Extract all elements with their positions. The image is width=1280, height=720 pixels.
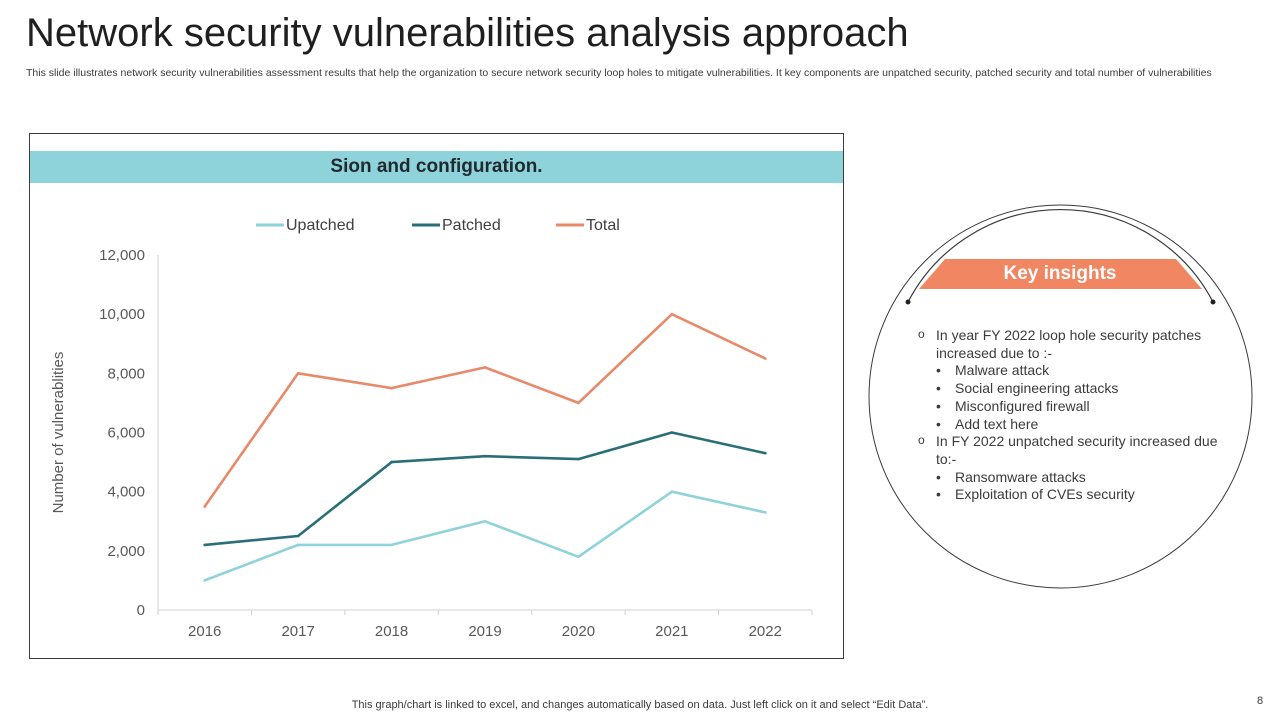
key-insights-title: Key insights <box>1003 263 1117 284</box>
page-subtitle: This slide illustrates network security … <box>26 67 1212 79</box>
data-point-patched <box>763 451 767 455</box>
x-tick-label: 2017 <box>281 623 314 640</box>
data-point-upatched <box>577 555 580 559</box>
data-point-upatched <box>203 579 207 582</box>
series-line-total <box>203 312 767 508</box>
inner-arc <box>907 209 1214 303</box>
page-number: 8 <box>1257 695 1264 707</box>
insight-circle <box>868 204 1253 589</box>
line-chart[interactable]: 0 2,000 4,000 6,000 8,000 10,000 12,000 2016 201… <box>30 134 845 660</box>
data-point-total <box>390 386 393 390</box>
data-point-upatched <box>670 490 674 493</box>
legend-label-upatched: Upatched <box>286 217 355 234</box>
y-tick-label: 12,000 <box>99 247 145 264</box>
arc-right-dot <box>1210 299 1216 305</box>
insight-item: Add text here <box>916 416 1236 434</box>
x-tick-label: 2019 <box>468 623 501 640</box>
insight-item: Ransomware attacks <box>916 469 1236 487</box>
data-point-total <box>203 505 207 508</box>
data-point-total <box>763 357 767 360</box>
y-tick-label: 4,000 <box>107 484 145 501</box>
series-line-patched <box>203 431 767 547</box>
y-tick-label: 2,000 <box>107 543 145 560</box>
data-point-patched <box>296 534 300 538</box>
insight-item: Exploitation of CVEs security <box>916 486 1236 504</box>
x-tick-label: 2021 <box>655 623 688 640</box>
insight-item: Misconfigured firewall <box>916 398 1236 416</box>
data-point-total <box>483 366 487 369</box>
data-point-patched <box>670 431 674 434</box>
y-tick-label: 8,000 <box>107 365 145 382</box>
insights-list: In year FY 2022 loop hole security patch… <box>916 326 1236 504</box>
key-insights-panel: Key insights In year FY 2022 loop hole s… <box>868 204 1253 589</box>
page-title: Network security vulnerabilities analysi… <box>26 11 909 55</box>
data-point-upatched <box>390 543 393 547</box>
legend-label-patched: Patched <box>442 217 501 234</box>
data-point-upatched <box>483 519 487 523</box>
insight-item: Malware attack <box>916 362 1236 380</box>
x-tick-label: 2018 <box>375 623 408 640</box>
insight-item: Social engineering attacks <box>916 380 1236 398</box>
data-point-patched <box>390 460 393 464</box>
arc-left-dot <box>905 299 911 305</box>
insight-group-1: In year FY 2022 loop hole security patch… <box>916 326 1236 362</box>
x-tick-label: 2016 <box>188 623 221 640</box>
data-point-patched <box>483 454 487 458</box>
y-tick-label: 0 <box>137 602 145 619</box>
y-axis-title: Number of vulnerablities <box>50 352 67 514</box>
legend-label-total: Total <box>586 217 620 234</box>
x-tick-label: 2020 <box>562 623 595 640</box>
chart-panel[interactable]: 0 2,000 4,000 6,000 8,000 10,000 12,000 2016 201… <box>29 133 844 659</box>
data-point-patched <box>577 457 580 461</box>
footer-note: This graph/chart is linked to excel, and… <box>351 699 929 711</box>
data-point-upatched <box>296 543 300 547</box>
data-point-total <box>577 401 580 405</box>
x-tick-label: 2022 <box>749 623 782 640</box>
data-point-total <box>670 312 674 316</box>
data-point-upatched <box>763 511 767 514</box>
insight-group-2: In FY 2022 unpatched security increased … <box>916 432 1236 468</box>
data-point-total <box>296 372 300 375</box>
data-point-patched <box>203 543 207 547</box>
y-tick-label: 6,000 <box>107 425 145 442</box>
y-tick-label: 10,000 <box>99 306 145 323</box>
chart-header: Sion and configuration. <box>30 151 843 183</box>
outer-circle-outline <box>868 204 1253 589</box>
key-insights-header-bg <box>919 259 1202 289</box>
